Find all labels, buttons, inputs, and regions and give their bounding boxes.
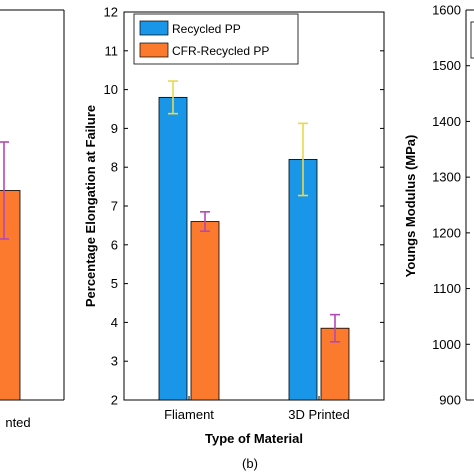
legend-label-cfr-recycled-pp: CFR-Recycled PP (172, 44, 269, 58)
x-axis-label: Type of Material (205, 431, 303, 446)
x-tick-label: 3D Printed (288, 407, 349, 422)
bar-recycled-pp (158, 96, 188, 401)
panel-c-y-tick-label: 1400 (432, 114, 461, 129)
panel-c-y-ticks: 900 1000 1100 1200 1300 1400 1500 1600 (432, 3, 470, 408)
y-tick-label: 3 (111, 354, 118, 369)
bar-cfr-recycled-pp (190, 221, 220, 401)
legend-label-recycled-pp: Recycled PP (172, 22, 241, 36)
y-tick-label: 10 (104, 82, 118, 97)
panel-c-y-tick-label: 900 (439, 393, 461, 408)
panel-c-partial: 900 1000 1100 1200 1300 1400 1500 1600 Youngs M… (403, 3, 474, 408)
error-bars (168, 80, 340, 343)
panel-c-y-tick-label: 1500 (432, 58, 461, 73)
legend-swatch-cfr-recycled-pp (139, 42, 169, 58)
y-tick-label: 5 (111, 276, 118, 291)
y-tick-label: 12 (104, 5, 118, 20)
legend-swatch-recycled-pp (139, 20, 169, 36)
panel-c-y-axis-label: Youngs Modulus (MPa) (403, 135, 418, 278)
legend: Recycled PP CFR-Recycled PP (133, 13, 299, 65)
y-tick-label: 7 (111, 199, 118, 214)
panel-c-y-tick-label: 1200 (432, 225, 461, 240)
y-axis-label: Percentage Elongation at Failure (83, 105, 98, 307)
y-tick-label: 6 (111, 237, 118, 252)
panel-c-y-tick-label: 1000 (432, 337, 461, 352)
error-bar (200, 211, 210, 233)
y-tick-label: 11 (105, 43, 119, 58)
panel-a-error-bar-lines (0, 141, 9, 240)
y-axis-ticks: 2 3 4 5 6 7 8 9 10 11 12 (104, 5, 384, 408)
panel-c-y-tick-label: 1100 (433, 281, 461, 296)
panel-label: (b) (242, 456, 258, 471)
bars (158, 96, 350, 401)
panel-b: 2 3 4 5 6 7 8 9 10 11 12 Fliament 3D Printed Percen… (83, 5, 385, 471)
panel-c-legend-fragment (470, 21, 474, 59)
panel-a-error-bar (0, 141, 9, 240)
y-tick-label: 9 (111, 121, 118, 136)
error-bar (298, 122, 308, 197)
panel-a-partial: nted (0, 9, 65, 430)
y-tick-label: 4 (111, 315, 118, 330)
panel-a-tick-fragment: nted (5, 415, 30, 430)
panel-c-y-tick-label: 1300 (432, 170, 461, 185)
error-bar (330, 313, 340, 343)
x-axis-ticks: Fliament 3D Printed (164, 396, 350, 422)
panel-a-bar (0, 190, 21, 401)
x-tick-label: Fliament (164, 407, 214, 422)
error-bar (168, 80, 178, 115)
y-tick-label: 8 (111, 160, 118, 175)
panel-c-y-tick-label: 1600 (432, 3, 461, 18)
y-tick-label: 2 (111, 393, 118, 408)
bar-recycled-pp (288, 159, 318, 401)
